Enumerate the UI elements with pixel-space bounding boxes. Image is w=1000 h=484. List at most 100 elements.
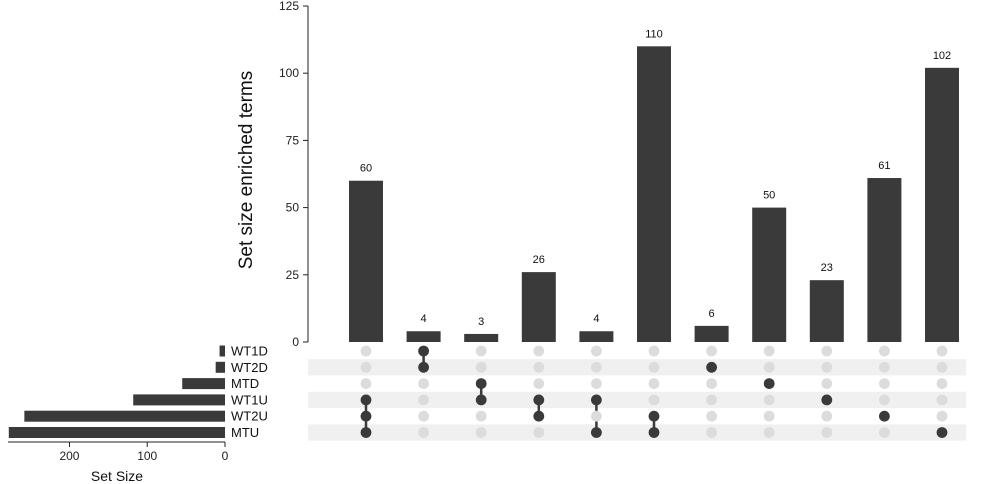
matrix-dot-empty: [706, 378, 717, 389]
set-size-bar: [219, 345, 225, 357]
matrix-dot-empty: [591, 361, 602, 373]
set-size-bar: [215, 361, 225, 373]
set-axis-tick-label: 200: [59, 449, 79, 463]
matrix-dot-empty: [475, 345, 487, 357]
matrix-dot-empty: [879, 427, 890, 438]
matrix-dot-empty: [936, 361, 948, 373]
matrix-dot-empty: [821, 410, 833, 422]
set-name-label: WT1U: [231, 392, 268, 407]
matrix-dot-empty: [533, 345, 545, 357]
matrix-dot-filled: [475, 394, 487, 406]
intersection-bar: [867, 178, 902, 342]
matrix-dot-empty: [418, 427, 429, 438]
matrix-dot-empty: [533, 427, 545, 438]
matrix-dot-filled: [821, 394, 833, 406]
set-name-label: MTD: [231, 376, 259, 391]
matrix-dot-filled: [360, 394, 372, 406]
matrix-dot-empty: [936, 410, 948, 422]
matrix-dot-empty: [475, 427, 487, 438]
y-tick-label: 25: [286, 268, 300, 282]
matrix-dot-filled: [706, 361, 717, 373]
set-size-axis: 200 100 0: [8, 441, 229, 463]
set-name-label: WT2U: [231, 409, 268, 424]
set-size-bar: [133, 394, 225, 406]
y-tick-label: 125: [279, 0, 299, 13]
y-axis: 0 25 50 75 100 125: [279, 0, 309, 349]
intersection-bar: [406, 331, 441, 342]
matrix-dot-empty: [475, 361, 487, 373]
matrix-dot-empty: [648, 361, 660, 373]
matrix-dot-empty: [475, 410, 487, 422]
matrix-dot-filled: [763, 378, 775, 389]
y-tick-label: 100: [279, 66, 299, 80]
matrix-dot-empty: [706, 345, 717, 357]
matrix-dot-filled: [648, 427, 660, 438]
set-name-label: MTU: [231, 425, 259, 440]
matrix-dot-filled: [648, 410, 660, 422]
matrix-dot-empty: [533, 378, 545, 389]
set-size-bar: [8, 427, 225, 438]
set-axis-tick-label: 100: [137, 449, 157, 463]
set-size-bar: [24, 410, 226, 422]
intersection-bar: [464, 333, 499, 342]
stripe-row: [308, 391, 966, 409]
matrix-dot-empty: [763, 394, 775, 406]
matrix-dot-empty: [763, 410, 775, 422]
intersection-bar: [521, 272, 556, 342]
intersection-bar: [579, 331, 614, 342]
bar-value-label: 23: [821, 262, 833, 274]
bar-value-label: 4: [593, 313, 599, 325]
y-axis-title: Set size enriched terms: [236, 71, 257, 270]
membership-matrix: [360, 345, 948, 438]
matrix-dot-empty: [821, 345, 833, 357]
matrix-dot-filled: [418, 361, 429, 373]
matrix-dot-empty: [879, 378, 890, 389]
intersection-bar: [925, 67, 959, 342]
bar-value-label: 61: [878, 160, 890, 172]
matrix-dot-empty: [763, 361, 775, 373]
set-name-label: WT1D: [231, 344, 268, 359]
matrix-dot-empty: [879, 394, 890, 406]
matrix-stripes: [308, 359, 966, 441]
y-tick-label: 50: [286, 201, 300, 215]
intersection-bar: [694, 325, 729, 342]
stripe-row: [308, 359, 966, 376]
matrix-dot-empty: [533, 361, 545, 373]
matrix-dot-empty: [591, 410, 602, 422]
bar-value-label: 6: [709, 308, 715, 320]
bar-value-label: 26: [533, 254, 545, 266]
matrix-dot-filled: [533, 410, 545, 422]
matrix-dot-empty: [360, 345, 372, 357]
matrix-dot-empty: [648, 394, 660, 406]
bar-value-label: 110: [645, 28, 663, 40]
matrix-dot-empty: [360, 361, 372, 373]
matrix-dot-filled: [879, 410, 890, 422]
matrix-dot-filled: [936, 427, 948, 438]
set-name-label: WT2D: [231, 360, 268, 375]
matrix-dot-empty: [763, 345, 775, 357]
matrix-dot-filled: [360, 427, 372, 438]
matrix-dot-empty: [763, 427, 775, 438]
y-tick-label: 75: [286, 133, 300, 147]
stripe-row: [308, 424, 966, 441]
matrix-dot-empty: [936, 378, 948, 389]
matrix-dot-filled: [591, 394, 602, 406]
matrix-dot-empty: [591, 378, 602, 389]
intersection-bar: [637, 46, 671, 342]
set-axis-tick-label: 0: [222, 449, 229, 463]
matrix-dot-empty: [706, 427, 717, 438]
matrix-dot-empty: [821, 378, 833, 389]
matrix-dot-empty: [418, 410, 429, 422]
matrix-dot-filled: [591, 427, 602, 438]
matrix-dot-empty: [591, 345, 602, 357]
matrix-dot-filled: [533, 394, 545, 406]
set-size-bar: [182, 378, 225, 390]
bar-value-label: 3: [478, 316, 484, 328]
set-size-title: Set Size: [91, 468, 143, 484]
intersection-bar: [349, 180, 383, 342]
matrix-dot-empty: [936, 345, 948, 357]
matrix-dot-empty: [360, 378, 372, 389]
bar-value-label: 4: [421, 313, 427, 325]
